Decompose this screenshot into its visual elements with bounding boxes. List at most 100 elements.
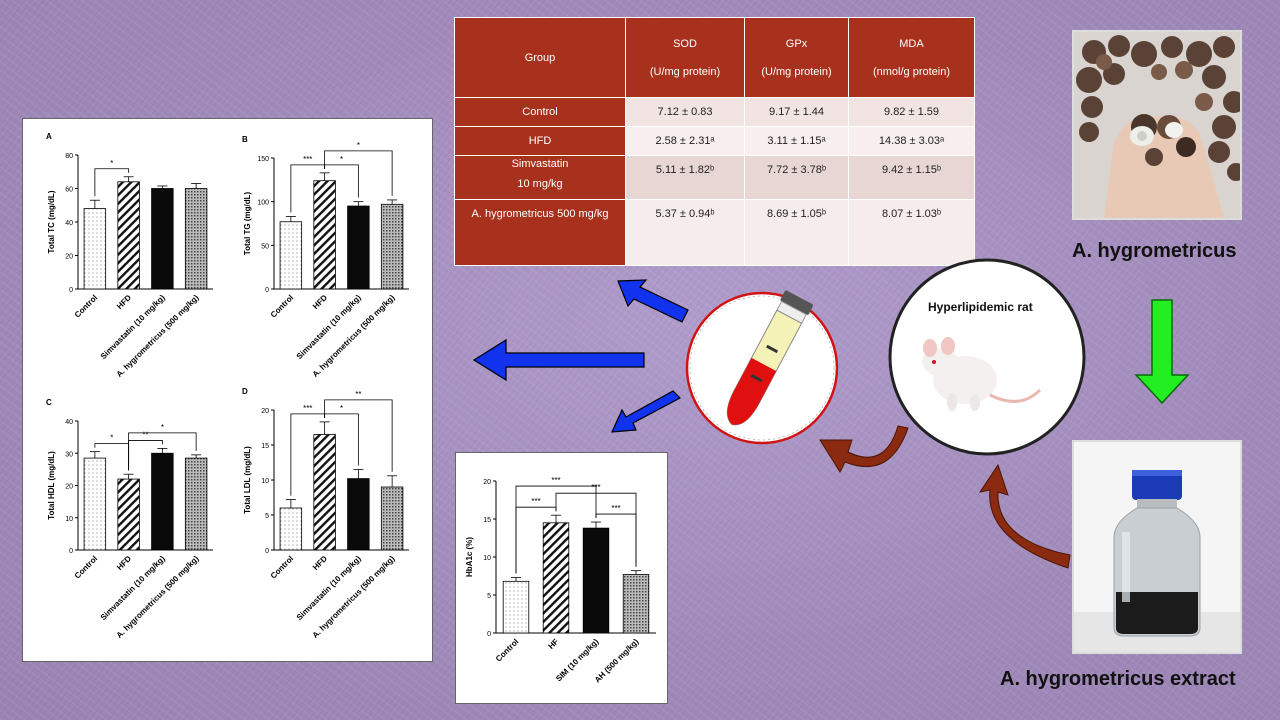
- y-axis-label: HbA1c (%): [465, 537, 474, 577]
- header-sod: SOD (U/mg protein): [625, 17, 745, 98]
- y-tick-label: 150: [257, 156, 269, 163]
- y-tick-label: 80: [65, 153, 73, 160]
- cell-sod: 7.12 ± 0.83: [625, 97, 745, 127]
- mushroom-photo: [1072, 30, 1242, 220]
- y-tick-label: 20: [483, 479, 491, 486]
- significance-label: ***: [303, 155, 312, 164]
- cell-mda: 9.82 ± 1.59: [848, 97, 975, 127]
- y-tick-label: 10: [261, 478, 269, 485]
- y-axis-label: Total LDL (mg/dL): [243, 446, 252, 514]
- y-tick-label: 15: [483, 517, 491, 524]
- table-row: Control 7.12 ± 0.83 9.17 ± 1.44 9.82 ± 1…: [454, 97, 975, 127]
- significance-label: ***: [611, 504, 620, 513]
- significance-label: *: [357, 141, 360, 150]
- header-mda: MDA (nmol/g protein): [848, 17, 975, 98]
- green-down-arrow: [1134, 299, 1190, 405]
- mushroom-illustration: [1074, 32, 1240, 218]
- table-row: A. hygrometricus 500 mg/kg 5.37 ± 0.94ᵇ …: [454, 199, 975, 266]
- bottle-illustration: [1074, 442, 1240, 652]
- table-row: HFD 2.58 ± 2.31ᵃ 3.11 ± 1.15ᵃ 14.38 ± 3.…: [454, 126, 975, 156]
- significance-bracket: [324, 150, 393, 196]
- y-tick-label: 20: [261, 408, 269, 415]
- row-group: A. hygrometricus 500 mg/kg: [454, 199, 626, 266]
- y-tick-label: 60: [65, 187, 73, 194]
- significance-bracket: [94, 168, 130, 197]
- blue-arrow-to-table: [617, 279, 689, 323]
- extract-caption: A. hygrometricus extract: [1000, 668, 1236, 690]
- header-group: Group: [454, 17, 626, 98]
- panel-letter: C: [46, 398, 52, 407]
- blood-tube-circle: [685, 290, 839, 445]
- species-caption: A. hygrometricus: [1072, 240, 1237, 262]
- row-group: HFD: [454, 126, 626, 156]
- significance-label: **: [142, 430, 148, 439]
- y-tick-label: 0: [487, 631, 491, 638]
- cell-mda: 14.38 ± 3.03ᵃ: [848, 126, 975, 156]
- row-group: Simvastatin 10 mg/kg: [454, 155, 626, 200]
- header-gpx: GPx (U/mg protein): [744, 17, 849, 98]
- y-tick-label: 40: [65, 220, 73, 227]
- hba1c-chart-panel: 0 5 10 15 20 HbA1c (%) Control HF SIM (10 mg/kg)…: [455, 452, 668, 704]
- significance-label: *: [110, 434, 113, 443]
- significance-label: *: [110, 159, 113, 168]
- y-tick-label: 10: [65, 516, 73, 523]
- y-tick-label: 20: [65, 254, 73, 261]
- y-tick-label: 5: [487, 593, 491, 600]
- lipid-charts-panel: A 0 20 40 60 80 Total TC (mg/dL) Control HFD Simv…: [22, 118, 433, 662]
- antioxidant-table: Group SOD (U/mg protein) GPx (U/mg protein…: [454, 17, 975, 266]
- y-tick-label: 0: [69, 287, 73, 294]
- extract-photo: [1072, 440, 1242, 654]
- cell-mda: 9.42 ± 1.15ᵇ: [848, 155, 975, 200]
- y-axis-label: Total TC (mg/dL): [47, 190, 56, 253]
- table-row: Simvastatin 10 mg/kg 5.11 ± 1.82ᵇ 7.72 ± …: [454, 155, 975, 200]
- significance-label: **: [355, 390, 361, 399]
- y-tick-label: 50: [261, 243, 269, 250]
- y-axis-label: Total TG (mg/dL): [243, 191, 252, 255]
- y-tick-label: 0: [69, 548, 73, 555]
- significance-label: *: [340, 155, 343, 164]
- cell-sod: 5.37 ± 0.94ᵇ: [625, 199, 745, 266]
- panel-letter: B: [242, 135, 248, 144]
- panel-letter: D: [242, 387, 248, 396]
- significance-bracket: [595, 513, 637, 567]
- y-tick-label: 10: [483, 555, 491, 562]
- brown-arrow-rat-to-blood: [819, 425, 909, 474]
- cell-gpx: 7.72 ± 3.78ᵇ: [744, 155, 849, 200]
- significance-label: *: [340, 404, 343, 413]
- y-tick-label: 100: [257, 200, 269, 207]
- y-tick-label: 15: [261, 443, 269, 450]
- rat-label: Hyperlipidemic rat: [928, 300, 1033, 314]
- y-tick-label: 0: [265, 287, 269, 294]
- cell-mda: 8.07 ± 1.03ᵇ: [848, 199, 975, 266]
- significance-label: *: [161, 423, 164, 432]
- rat-icon: [922, 337, 1042, 411]
- y-tick-label: 5: [265, 513, 269, 520]
- bar: [542, 522, 570, 634]
- y-tick-label: 0: [265, 548, 269, 555]
- significance-bracket: [324, 399, 393, 472]
- cell-gpx: 3.11 ± 1.15ᵃ: [744, 126, 849, 156]
- significance-label: ***: [303, 404, 312, 413]
- bar: [502, 580, 530, 634]
- brown-arrow-extract-to-rat: [978, 463, 1071, 569]
- bar: [117, 181, 140, 290]
- cell-gpx: 8.69 ± 1.05ᵇ: [744, 199, 849, 266]
- cell-sod: 2.58 ± 2.31ᵃ: [625, 126, 745, 156]
- y-tick-label: 40: [65, 419, 73, 426]
- bar: [83, 208, 107, 290]
- bar: [582, 527, 610, 634]
- significance-label: ***: [531, 497, 540, 506]
- significance-bracket: [515, 485, 597, 574]
- rat-circle: [888, 258, 1086, 456]
- significance-bracket: [128, 432, 197, 471]
- significance-label: ***: [591, 483, 600, 492]
- bar: [622, 574, 650, 634]
- cell-sod: 5.11 ± 1.82ᵇ: [625, 155, 745, 200]
- y-tick-label: 20: [65, 484, 73, 491]
- y-axis-label: Total HDL (mg/dL): [47, 451, 56, 520]
- blue-arrow-to-hba1c: [611, 390, 681, 433]
- significance-label: ***: [551, 476, 560, 485]
- blue-arrow-to-charts: [472, 338, 645, 382]
